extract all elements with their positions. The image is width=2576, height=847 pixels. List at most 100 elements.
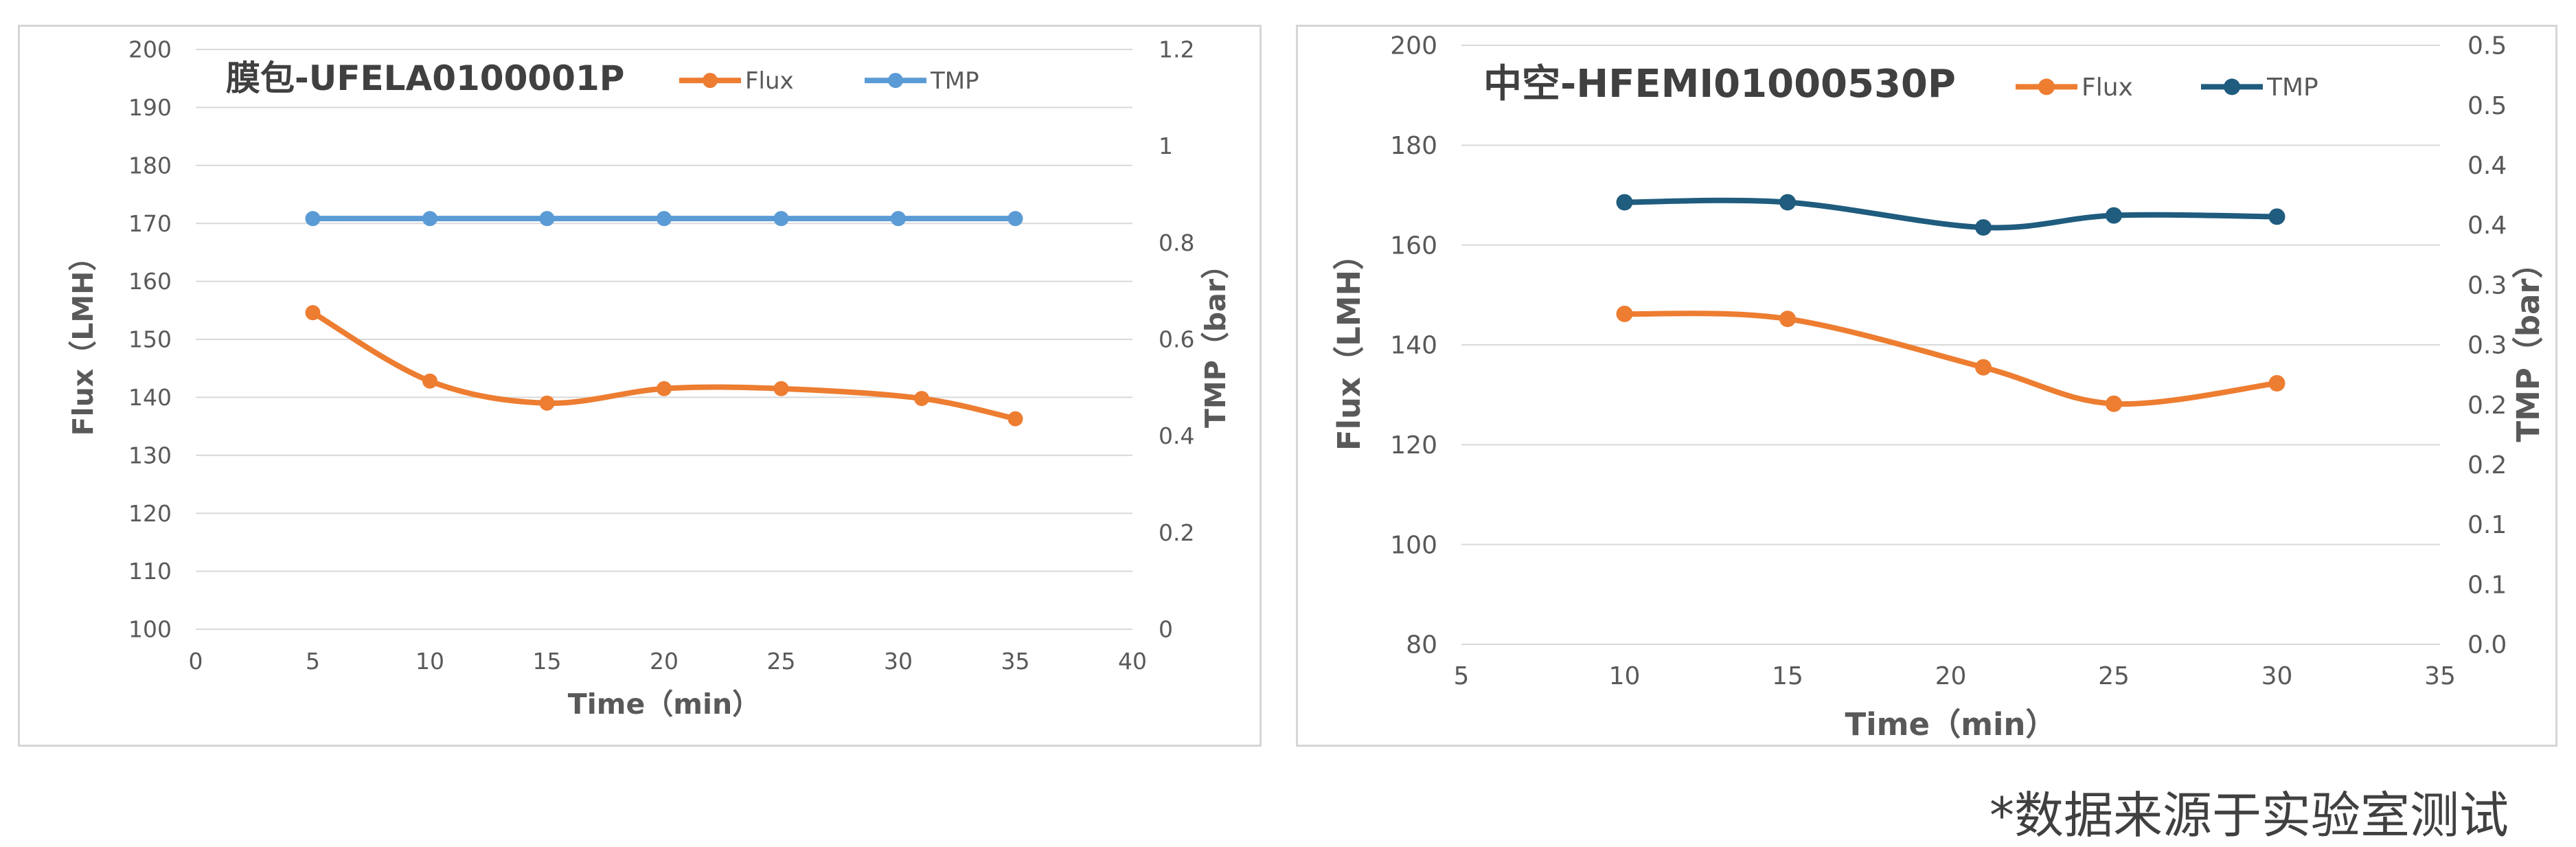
x-tick-label: 20 <box>1935 662 1967 690</box>
y-tick-label: 120 <box>128 500 172 527</box>
y-tick-label: 170 <box>128 210 172 237</box>
y-axis-title: Flux（LMH） <box>1331 239 1367 451</box>
x-tick-label: 15 <box>533 648 562 675</box>
y-tick-label: 140 <box>128 384 172 411</box>
data-point-tmp <box>773 211 789 227</box>
y-tick-label: 100 <box>128 616 172 643</box>
y2-tick-label: 0.0 <box>2467 631 2507 659</box>
data-point-flux <box>305 305 321 321</box>
data-point-flux <box>1975 359 1992 376</box>
data-point-tmp <box>422 211 437 227</box>
data-point-flux <box>2268 374 2286 392</box>
data-source-footnote: *数据来源于实验室测试 <box>1989 787 2509 844</box>
x-tick-label: 20 <box>650 648 679 675</box>
flux-tmp-chart-left: 10011012013014015016017018019020000.20.4… <box>67 36 1232 721</box>
data-point-flux <box>539 395 555 411</box>
chart-title: 膜包-UFELA0100001P <box>226 58 624 98</box>
legend-label-flux: Flux <box>745 67 794 95</box>
y2-tick-label: 0.2 <box>1159 519 1194 546</box>
x-tick-label: 30 <box>2261 662 2293 690</box>
series-line-flux <box>1621 310 2280 407</box>
y-tick-label: 180 <box>1390 132 1437 160</box>
series-line-flux <box>310 310 1018 422</box>
x-tick-label: 0 <box>189 648 203 675</box>
x-tick-label: 15 <box>1772 662 1803 690</box>
y2-tick-label: 0.4 <box>2467 152 2507 180</box>
data-point-tmp <box>891 211 906 227</box>
y2-tick-label: 0.5 <box>2467 32 2507 60</box>
y2-tick-label: 0.6 <box>1159 326 1194 353</box>
y-axis-title: Flux（LMH） <box>67 243 100 436</box>
y-tick-label: 160 <box>128 268 172 295</box>
data-point-flux <box>1616 305 1633 322</box>
legend-marker-flux <box>2038 78 2055 95</box>
y-tick-label: 160 <box>1390 231 1437 260</box>
y-tick-label: 200 <box>128 36 172 63</box>
y2-axis-title: TMP（bar） <box>2510 247 2546 442</box>
y2-tick-label: 1 <box>1159 133 1173 159</box>
x-tick-label: 10 <box>415 648 444 675</box>
x-axis-title: Time（min） <box>568 688 761 721</box>
x-tick-label: 25 <box>2098 662 2130 690</box>
y2-axis-title: TMP（bar） <box>1199 251 1232 428</box>
y2-tick-label: 0.2 <box>2467 451 2507 479</box>
data-point-flux <box>773 381 789 396</box>
legend-marker-flux <box>703 73 718 89</box>
series-line-tmp <box>1621 197 2280 231</box>
flux-tmp-chart-right: 80 100 120 140 160 180 200 0.0 0.1 0.1 0.2 0.2 0.3 0.… <box>1331 32 2546 743</box>
y2-tick-label: 0.8 <box>1159 229 1194 256</box>
legend-marker-tmp <box>888 73 903 89</box>
legend-label-tmp: TMP <box>930 67 979 95</box>
y-tick-label: 80 <box>1406 631 1437 659</box>
y-tick-label: 110 <box>128 558 172 585</box>
y2-tick-label: 0.1 <box>2467 511 2507 539</box>
data-point-tmp <box>1975 219 1992 236</box>
x-tick-label: 10 <box>1609 662 1641 690</box>
y2-tick-label: 0.4 <box>1159 422 1194 449</box>
y-tick-label: 150 <box>128 326 172 353</box>
data-point-flux <box>1007 411 1023 427</box>
y2-tick-label: 0.3 <box>2467 332 2507 360</box>
legend-label-flux: Flux <box>2082 74 2133 102</box>
data-point-tmp <box>305 211 321 227</box>
data-point-flux <box>657 381 672 396</box>
data-point-flux <box>914 391 930 407</box>
legend-marker-tmp <box>2224 78 2240 95</box>
x-tick-label: 5 <box>1454 662 1470 690</box>
y-tick-label: 100 <box>1390 531 1437 559</box>
y-tick-label: 200 <box>1390 32 1437 60</box>
y-tick-label: 140 <box>1390 332 1437 360</box>
x-tick-label: 40 <box>1118 648 1147 675</box>
chart-title: 中空-HFEMI01000530P <box>1483 62 1956 106</box>
chart-panel-hollow-fiber: 80 100 120 140 160 180 200 0.0 0.1 0.1 0.2 0.2 0.3 0.… <box>1296 25 2557 747</box>
y2-tick-label: 0 <box>1159 616 1173 643</box>
data-point-flux <box>1779 310 1796 328</box>
y2-tick-label: 0.3 <box>2467 271 2507 300</box>
y-tick-label: 130 <box>128 442 172 468</box>
data-point-flux <box>2106 395 2122 412</box>
data-point-tmp <box>539 211 555 227</box>
y2-tick-label: 1.2 <box>1159 36 1194 63</box>
x-tick-label: 30 <box>884 648 913 675</box>
data-point-tmp <box>1779 194 1796 211</box>
data-point-tmp <box>1616 194 1633 211</box>
legend-label-tmp: TMP <box>2266 74 2318 102</box>
x-tick-label: 35 <box>2424 662 2456 690</box>
y-tick-label: 190 <box>128 94 172 121</box>
x-axis-title: Time（min） <box>1845 706 2057 743</box>
y2-tick-label: 0.5 <box>2467 92 2507 120</box>
y2-tick-label: 0.4 <box>2467 212 2507 240</box>
y2-tick-label: 0.2 <box>2467 392 2507 420</box>
x-tick-label: 25 <box>767 648 796 675</box>
data-point-tmp <box>1007 211 1023 227</box>
x-tick-label: 5 <box>306 648 320 675</box>
data-point-flux <box>422 373 437 389</box>
data-point-tmp <box>2268 208 2286 225</box>
data-point-tmp <box>2106 207 2122 224</box>
y-tick-label: 180 <box>128 152 172 179</box>
x-tick-label: 35 <box>1001 648 1030 675</box>
data-point-tmp <box>657 211 672 227</box>
chart-panel-membrane-cassette: 100 110 120 130 140 150 160 170 180 190 200 0 0.2 0.4… <box>18 25 1262 747</box>
y-tick-label: 120 <box>1390 431 1437 460</box>
y2-tick-label: 0.1 <box>2467 571 2507 599</box>
